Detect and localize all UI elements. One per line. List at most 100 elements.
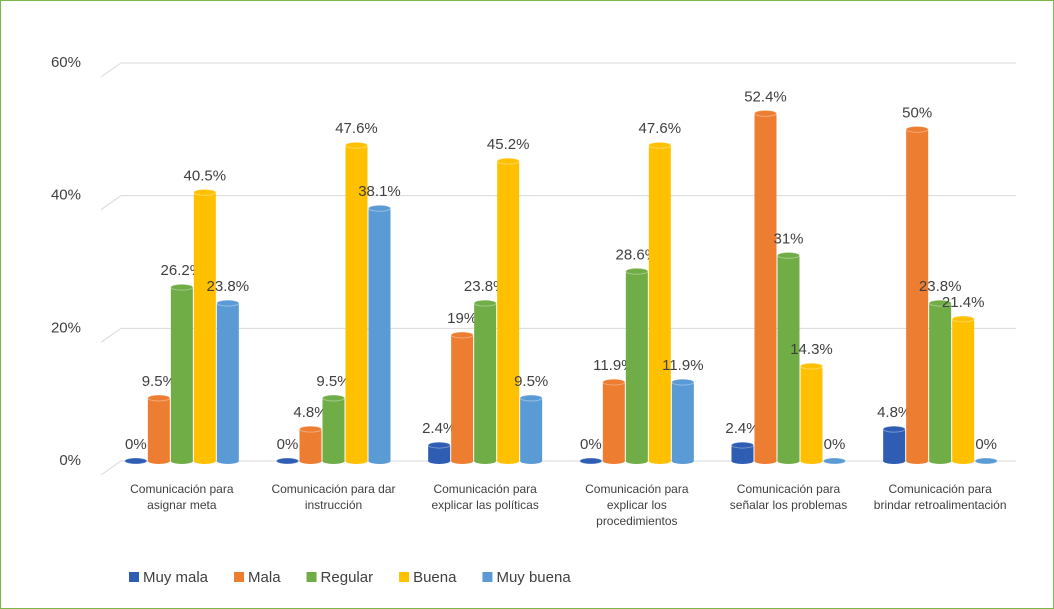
legend-swatch [306, 572, 317, 582]
bar-top [170, 283, 194, 291]
bar-top [427, 441, 451, 449]
bar-body [428, 445, 451, 461]
bar-top [671, 378, 695, 386]
bar [276, 457, 299, 465]
bar-body [368, 208, 391, 461]
bar-base [800, 458, 823, 464]
bar-top [322, 394, 345, 402]
bar-top [216, 299, 240, 307]
bar-base [497, 458, 520, 464]
value-label: 0% [277, 436, 299, 453]
bar-top [299, 425, 322, 433]
bar-base [474, 458, 497, 464]
value-label: 0% [824, 436, 846, 453]
bar [322, 394, 345, 464]
bar-base [952, 458, 975, 464]
bar [974, 457, 998, 465]
bar-top [368, 204, 391, 212]
value-label: 28.6% [616, 246, 659, 263]
bar-base [345, 458, 368, 464]
bar-body [952, 319, 975, 461]
value-label: 47.6% [335, 120, 378, 137]
bar [147, 394, 171, 464]
bar-top [777, 251, 800, 259]
bar-base [625, 458, 648, 464]
bar-top [625, 267, 649, 275]
bar-body [648, 145, 671, 461]
bar-base [216, 458, 239, 464]
bar-base [520, 458, 543, 464]
bar [345, 141, 368, 464]
bar-base [648, 458, 671, 464]
bar-body [216, 303, 239, 461]
bar-top [276, 457, 299, 465]
bar [519, 394, 543, 464]
bar-top [147, 394, 171, 402]
bar [602, 378, 626, 464]
x-tick-label: Comunicación para dar instrucción [271, 482, 396, 512]
bar-top [905, 125, 929, 133]
bar-base [777, 458, 800, 464]
x-tick-label: Comunicación para explicar los procedimi… [585, 482, 689, 528]
bar [625, 267, 649, 464]
legend-label: Regular [321, 569, 374, 586]
bar-base [906, 458, 929, 464]
bar-base [170, 458, 193, 464]
bar-body [731, 445, 754, 461]
value-label: 23.8% [919, 278, 962, 295]
value-label: 14.3% [790, 341, 833, 358]
value-label: 21.4% [942, 294, 985, 311]
bar-top [496, 157, 520, 165]
bar [299, 425, 322, 464]
bar-body [345, 145, 368, 461]
value-label: 26.2% [161, 262, 204, 279]
bar [928, 299, 952, 464]
value-label: 4.8% [877, 404, 911, 421]
bar [124, 457, 148, 465]
value-label: 4.8% [293, 404, 327, 421]
bar-top [754, 109, 777, 117]
bar-top [648, 141, 672, 149]
value-label: 38.1% [358, 183, 401, 200]
bar-base [322, 458, 345, 464]
value-label: 31% [773, 230, 803, 247]
x-tick-label: Comunicación para señalar los problemas [729, 482, 848, 512]
bar [905, 125, 929, 464]
value-label: 47.6% [639, 120, 682, 137]
value-label: 52.4% [744, 88, 787, 105]
legend-swatch [129, 572, 139, 582]
bar-body [299, 429, 322, 461]
y-tick-label: 40% [51, 187, 81, 204]
bar-top [882, 425, 906, 433]
bar [579, 457, 603, 465]
bar-base [671, 458, 694, 464]
value-label: 9.5% [316, 373, 350, 390]
value-label: 23.8% [207, 278, 250, 295]
bar-base [602, 458, 625, 464]
bar-top [193, 188, 217, 196]
legend-swatch [399, 572, 410, 582]
bar [882, 425, 906, 464]
value-label: 2.4% [725, 420, 759, 437]
bar [951, 315, 975, 464]
bar-body [671, 382, 694, 461]
bar-top [974, 457, 998, 465]
legend-swatch [482, 572, 493, 582]
bar-top [823, 457, 846, 465]
value-label: 11.9% [593, 357, 634, 374]
legend-label: Muy mala [143, 569, 209, 586]
value-label: 19% [447, 310, 477, 327]
bar-base [731, 458, 754, 464]
bar [496, 157, 520, 464]
grid-line [100, 460, 1016, 476]
bar-body [497, 161, 520, 461]
y-tick-label: 20% [51, 319, 81, 336]
bar-body [929, 303, 952, 461]
value-label: 40.5% [184, 167, 227, 184]
bar-base [147, 458, 170, 464]
legend-label: Mala [248, 569, 281, 586]
bar-body [777, 255, 800, 461]
value-label: 0% [580, 436, 602, 453]
bar [216, 299, 240, 464]
bar [731, 441, 754, 464]
